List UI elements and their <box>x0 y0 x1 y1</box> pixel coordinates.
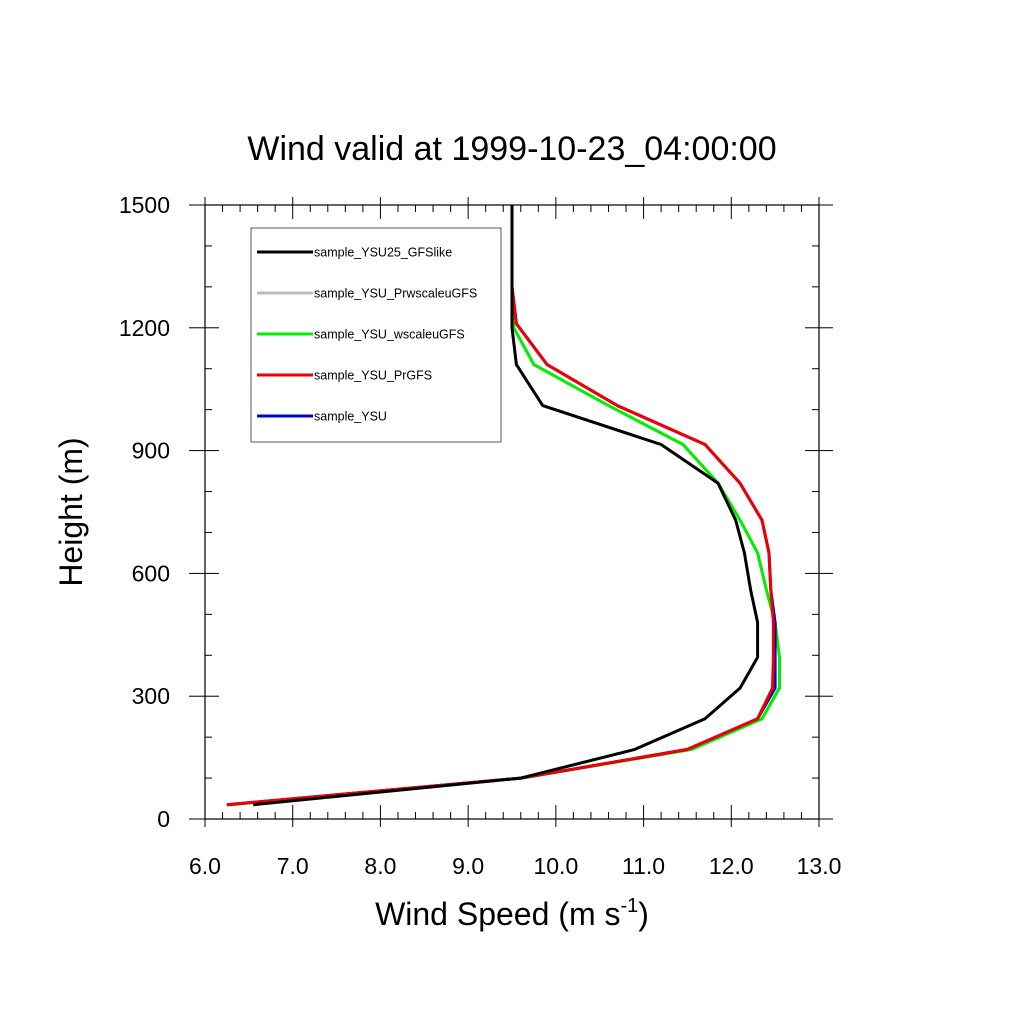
y-axis-label: Height (m) <box>53 437 89 586</box>
legend-label: sample_YSU25_GFSlike <box>314 246 452 260</box>
x-tick-label: 13.0 <box>797 853 842 879</box>
y-tick-label: 1500 <box>119 192 170 218</box>
x-tick-label: 11.0 <box>622 853 665 879</box>
axis-tick-labels: 6.0 7.0 8.0 9.0 10.0 11.0 12.0 13.0 0 300 600 900 12… <box>119 192 842 879</box>
x-axis-label: Wind Speed (m s-1) <box>375 895 649 932</box>
y-tick-label: 1200 <box>119 315 170 341</box>
x-tick-label: 12.0 <box>709 853 754 879</box>
x-tick-label: 8.0 <box>364 853 396 879</box>
x-tick-label: 6.0 <box>189 853 221 879</box>
legend: sample_YSU25_GFSlike sample_YSU_Prwscaleu… <box>250 227 502 443</box>
x-axis-label-superscript: -1 <box>620 895 638 917</box>
legend-label: sample_YSU_PrGFS <box>314 369 432 383</box>
y-tick-label: 600 <box>132 560 170 586</box>
y-tick-label: 900 <box>132 438 170 464</box>
x-axis-label-close: ) <box>638 896 649 932</box>
series-line-sample_YSU_wscaleuGFS <box>229 286 781 807</box>
x-axis-label-base: Wind Speed (m s <box>375 896 620 932</box>
legend-label: sample_YSU_wscaleuGFS <box>314 328 465 342</box>
legend-label: sample_YSU_PrwscaleuGFS <box>314 287 477 301</box>
x-tick-label: 10.0 <box>533 853 578 879</box>
chart-title: Wind valid at 1999-10-23_04:00:00 <box>247 130 776 168</box>
x-tick-label: 9.0 <box>452 853 484 879</box>
series-line-sample_YSU_PrGFS <box>226 286 775 807</box>
y-tick-label: 300 <box>132 683 170 709</box>
series-lines <box>226 205 781 807</box>
x-tick-label: 7.0 <box>277 853 309 879</box>
legend-label: sample_YSU <box>314 410 387 424</box>
series-line-sample_YSU25_GFSlike <box>253 205 760 807</box>
y-tick-label: 0 <box>157 806 170 832</box>
axis-ticks <box>189 197 833 827</box>
